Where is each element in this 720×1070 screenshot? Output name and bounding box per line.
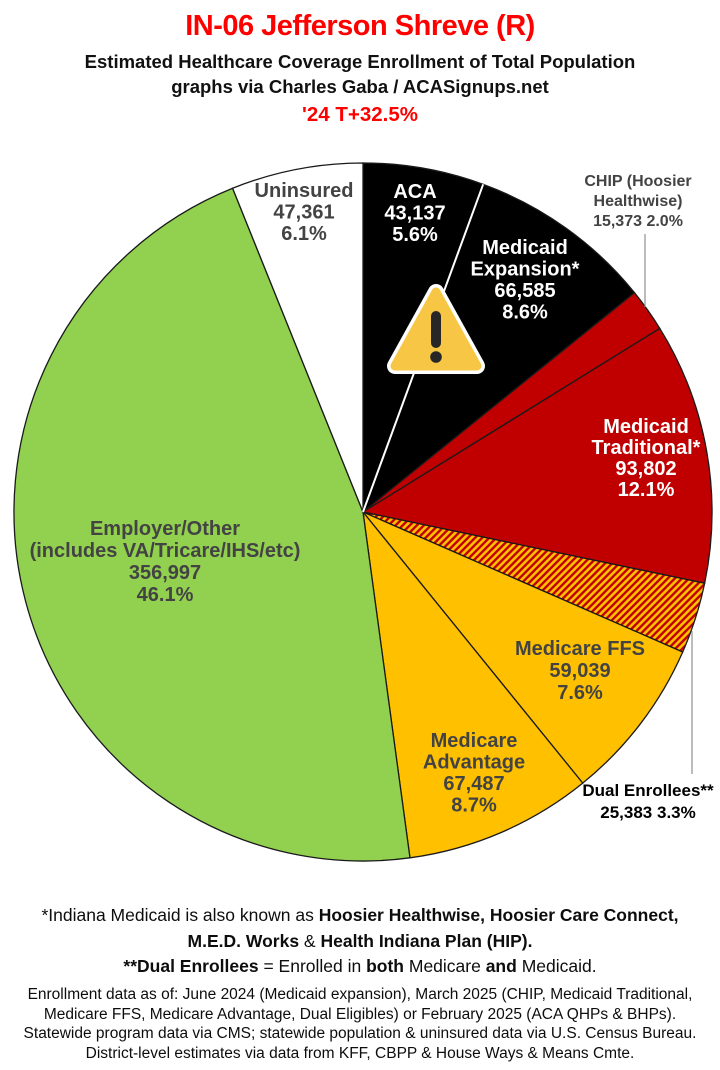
footnote-line: **Dual Enrollees = Enrolled in both Medi…: [123, 956, 597, 976]
subtitle-line-1: Estimated Healthcare Coverage Enrollment…: [84, 51, 636, 72]
slice-label-aca: ACA: [393, 181, 436, 203]
slice-label-employer-other: (includes VA/Tricare/IHS/etc): [30, 540, 301, 562]
source-note: Enrollment data as of: June 2024 (Medica…: [0, 985, 720, 1063]
slice-label-uninsured: Uninsured: [255, 180, 354, 202]
trend-note: '24 T+32.5%: [302, 103, 418, 126]
exclamation-dot: [430, 351, 442, 363]
slice-labels: ACA43,1375.6%MedicaidExpansion*66,5858.6…: [30, 173, 714, 822]
subtitle-line-2: graphs via Charles Gaba / ACASignups.net: [171, 76, 549, 97]
source-note-line: Statewide program data via CMS; statewid…: [23, 1025, 697, 1042]
source-note-line: Medicare FFS, Medicare Advantage, Dual E…: [43, 1005, 677, 1023]
source-note-line: District-level estimates via data from K…: [85, 1044, 635, 1062]
slice-label-medicaid-traditional: 12.1%: [618, 479, 675, 501]
slice-label-medicare-advantage: 67,487: [443, 773, 504, 795]
slice-label-aca: 43,137: [384, 203, 445, 225]
slice-label-medicare-ffs: 7.6%: [557, 682, 603, 704]
slice-label-medicare-advantage: Advantage: [423, 752, 525, 774]
slice-label-employer-other: 356,997: [129, 562, 201, 584]
footnote-line: M.E.D. Works & Health Indiana Plan (HIP)…: [187, 930, 533, 951]
slice-label-employer-other: Employer/Other: [90, 518, 240, 540]
source-note-line: Enrollment data as of: June 2024 (Medica…: [27, 986, 693, 1003]
pie-slice-medicaid-expansion: [361, 183, 636, 514]
slice-label-medicare-advantage: Medicare: [431, 730, 518, 752]
slice-label-dual-enrollees: 25,383 3.3%: [600, 803, 695, 822]
slice-label-chip: CHIP (Hoosier: [584, 173, 691, 190]
pie-slices: [13, 162, 713, 862]
slice-label-medicare-advantage: 8.7%: [451, 795, 497, 817]
slice-label-employer-other: 46.1%: [137, 584, 194, 606]
footnote-line: *Indiana Medicaid is also known as Hoosi…: [41, 905, 679, 925]
pie-slice-medicare-ffs: [362, 511, 684, 785]
pie-slice-uninsured: [231, 162, 364, 513]
slice-label-medicaid-expansion: 66,585: [494, 280, 555, 302]
page-title: IN-06 Jefferson Shreve (R): [185, 10, 535, 42]
pie-slice-medicare-advantage: [362, 509, 584, 859]
slice-label-medicare-ffs: 59,039: [549, 660, 610, 682]
slice-label-chip: 15,373 2.0%: [593, 213, 683, 230]
label-pointer-lines: [644, 234, 693, 774]
slice-label-aca: 5.6%: [392, 224, 438, 246]
slice-label-medicaid-expansion: 8.6%: [502, 302, 548, 324]
warning-icon: [387, 284, 485, 374]
medicaid-footnote: *Indiana Medicaid is also known as Hoosi…: [0, 903, 720, 980]
slice-label-uninsured: 47,361: [273, 202, 334, 224]
slice-label-medicare-ffs: Medicare FFS: [515, 638, 645, 660]
slice-label-medicaid-traditional: 93,802: [615, 458, 676, 480]
pie-slice-employer-other: [13, 187, 411, 862]
slice-label-dual-enrollees: Dual Enrollees**: [582, 781, 714, 800]
slice-label-uninsured: 6.1%: [281, 223, 327, 245]
slice-label-medicaid-expansion: Medicaid: [482, 237, 568, 259]
slice-label-medicaid-traditional: Medicaid: [603, 416, 689, 438]
pie-slice-medicaid-traditional: [361, 327, 713, 585]
slice-label-medicaid-expansion: Expansion*: [471, 259, 580, 281]
slice-label-medicaid-traditional: Traditional*: [592, 437, 701, 459]
slice-label-chip: Healthwise): [594, 193, 683, 210]
chart-header: IN-06 Jefferson Shreve (R) Estimated Hea…: [0, 10, 720, 128]
